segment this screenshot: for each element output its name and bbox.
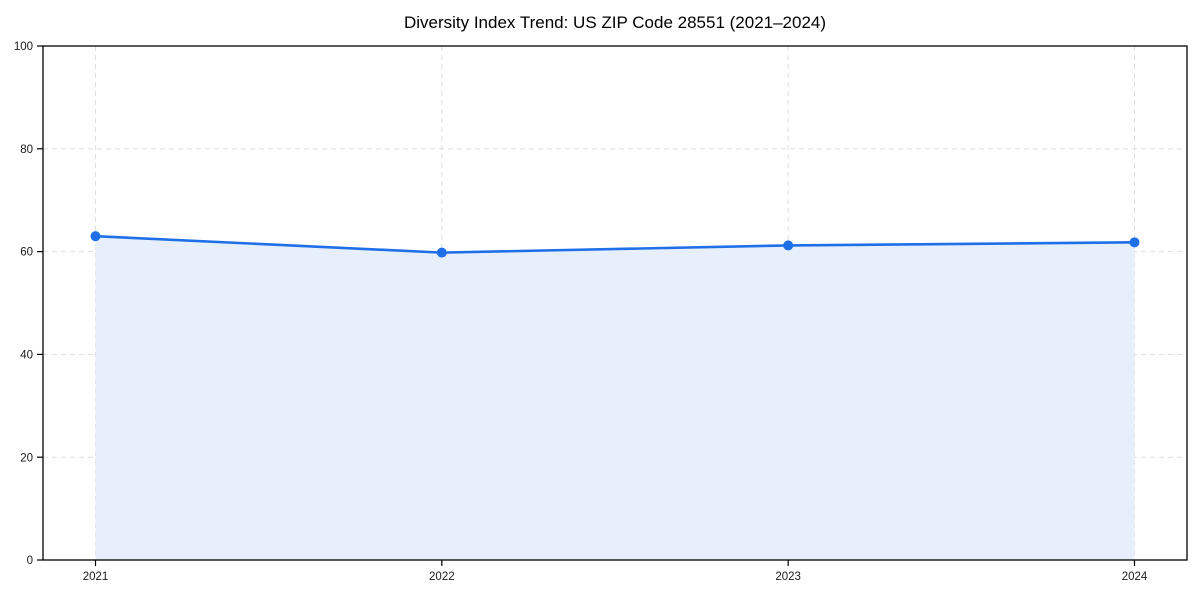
y-tick-label: 0 [27, 555, 33, 567]
chart-title: Diversity Index Trend: US ZIP Code 28551… [403, 13, 827, 32]
y-tick-label: 100 [14, 41, 33, 53]
data-point [1129, 237, 1140, 248]
y-tick-label: 60 [20, 247, 33, 259]
area-fill [95, 236, 1135, 560]
trend-line [94, 234, 1136, 254]
x-tick-label: 2022 [429, 571, 455, 583]
plot-border [42, 45, 1188, 561]
y-tick-label: 20 [20, 452, 33, 464]
x-tick-label: 2021 [83, 571, 109, 583]
data-point [90, 231, 101, 242]
data-point [436, 247, 447, 258]
x-tick-label: 2023 [775, 571, 801, 583]
data-point [783, 240, 794, 251]
y-tick-label: 80 [20, 144, 33, 156]
x-tick-label: 2024 [1122, 571, 1148, 583]
y-tick-label: 40 [20, 350, 33, 362]
